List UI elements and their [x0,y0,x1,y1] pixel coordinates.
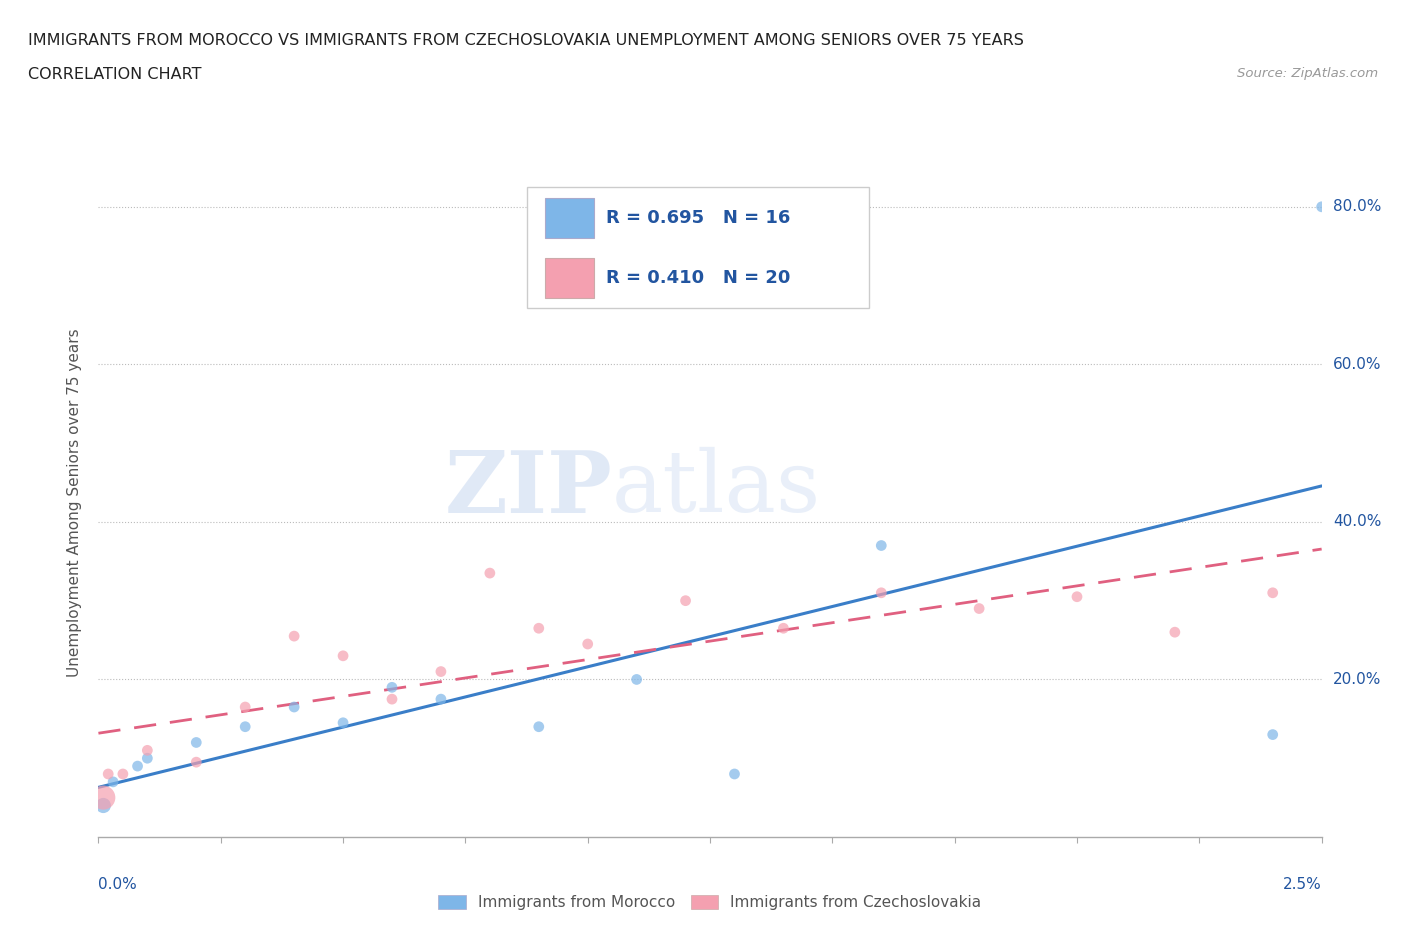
Point [527,621,550,636]
Text: 2.5%: 2.5% [1282,877,1322,892]
Point [186,735,208,750]
Point [381,680,404,695]
Point [186,755,208,770]
Text: ZIP: ZIP [444,446,612,531]
Point [97,766,120,781]
Text: IMMIGRANTS FROM MOROCCO VS IMMIGRANTS FROM CZECHOSLOVAKIA UNEMPLOYMENT AMONG SEN: IMMIGRANTS FROM MOROCCO VS IMMIGRANTS FR… [28,33,1024,47]
Point [626,672,648,687]
Point [675,593,697,608]
Point [233,719,256,734]
Point [111,766,134,781]
Point [1066,590,1088,604]
Text: R = 0.695   N = 16: R = 0.695 N = 16 [606,208,790,227]
Point [772,621,794,636]
Point [283,629,305,644]
Text: 0.0%: 0.0% [98,877,138,892]
Legend: Immigrants from Morocco, Immigrants from Czechoslovakia: Immigrants from Morocco, Immigrants from… [433,889,987,916]
Point [332,648,354,663]
Point [136,743,159,758]
Point [91,790,114,805]
Text: 80.0%: 80.0% [1333,199,1381,214]
Point [430,692,453,707]
Point [1310,199,1333,214]
Point [967,601,990,616]
Point [870,585,893,600]
Text: atlas: atlas [612,447,821,530]
Point [723,766,745,781]
Point [870,538,893,553]
Point [283,699,305,714]
FancyBboxPatch shape [546,258,593,298]
Point [478,565,501,580]
Point [91,798,114,813]
Text: CORRELATION CHART: CORRELATION CHART [28,67,201,82]
Point [1164,625,1187,640]
Text: 40.0%: 40.0% [1333,514,1381,529]
Text: Source: ZipAtlas.com: Source: ZipAtlas.com [1237,67,1378,80]
Text: R = 0.410   N = 20: R = 0.410 N = 20 [606,269,790,286]
Point [1261,585,1284,600]
Point [127,759,149,774]
Y-axis label: Unemployment Among Seniors over 75 years: Unemployment Among Seniors over 75 years [67,328,83,676]
Point [527,719,550,734]
Point [430,664,453,679]
Point [136,751,159,765]
Point [1261,727,1284,742]
Text: 60.0%: 60.0% [1333,357,1381,372]
Point [332,715,354,730]
Point [576,636,599,651]
Point [233,699,256,714]
FancyBboxPatch shape [546,197,593,238]
FancyBboxPatch shape [526,188,869,308]
Text: 20.0%: 20.0% [1333,672,1381,687]
Point [381,692,404,707]
Point [101,775,124,790]
